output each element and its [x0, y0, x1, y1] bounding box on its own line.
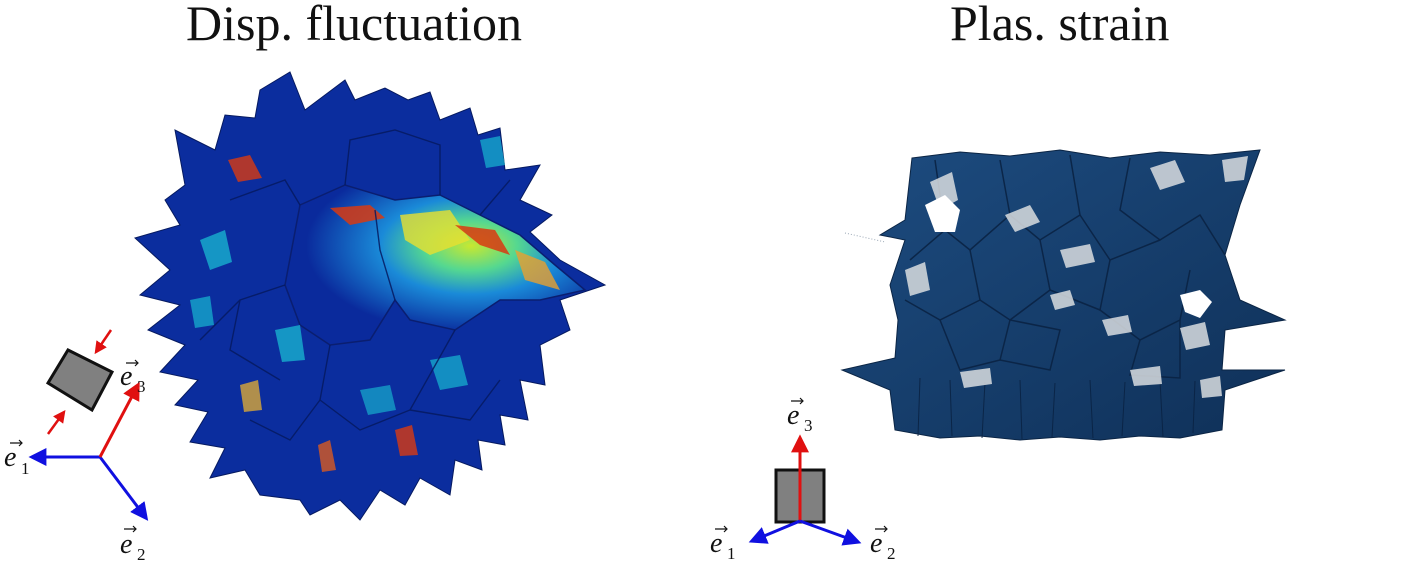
- axis-label-e2-right: e: [870, 528, 882, 559]
- axis-e2-arrow: [98, 456, 149, 521]
- axis-sub-e1-left: 1: [21, 459, 30, 478]
- axis-e3-arrow: [98, 381, 140, 458]
- axis-sub-e3-left: 3: [137, 377, 146, 396]
- compression-arrow-top: [94, 329, 113, 355]
- axes-triad-left: e 1 e 3 e 2: [4, 329, 149, 564]
- axis-label-e3-left: e: [120, 361, 132, 392]
- axis-sub-e2-right: 2: [887, 544, 896, 563]
- axis-sub-e1-right: 1: [727, 544, 736, 563]
- axis-label-e3-right: e: [787, 400, 799, 431]
- polycrystal-plastic-strain-render: [840, 149, 1287, 441]
- axis-sub-e2-left: 2: [137, 545, 146, 564]
- axes-triad-right: e 3 e 1 e 2: [710, 397, 896, 563]
- axis-label-e1-left: e: [4, 442, 16, 473]
- panel-title-plas-strain: Plas. strain: [950, 0, 1170, 51]
- sample-cube-icon: [45, 348, 115, 413]
- axis-label-e2-left: e: [120, 529, 132, 560]
- polycrystal-displacement-render: [134, 71, 607, 521]
- panel-title-disp-fluctuation: Disp. fluctuation: [186, 0, 523, 51]
- axis-e2-arrow-right: [799, 519, 862, 546]
- axis-label-e1-right: e: [710, 528, 722, 559]
- axis-sub-e3-right: 3: [804, 416, 813, 435]
- compression-arrow-bottom: [46, 409, 66, 435]
- axis-e1-arrow-right: [748, 519, 801, 544]
